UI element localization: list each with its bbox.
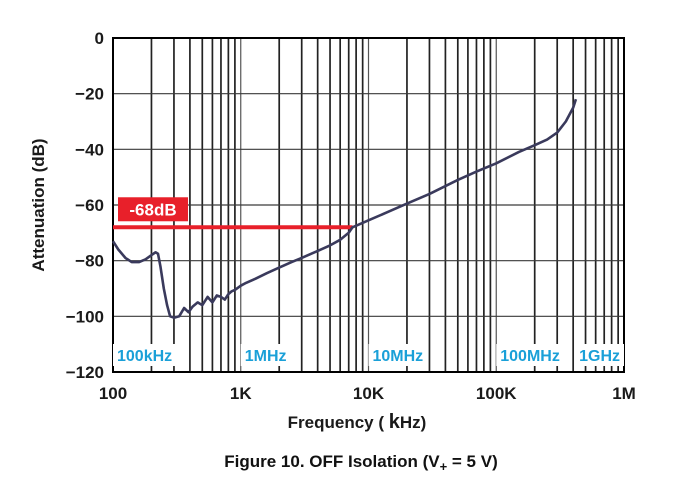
band-label: 1MHz [245, 348, 287, 365]
y-tick-label: −80 [75, 252, 104, 271]
band-label-group: 100kHz 1MHz 10MHz 100MHz 1GHz [113, 344, 624, 366]
grid-lines [113, 38, 624, 372]
band-label-bg [240, 344, 291, 366]
x-axis-title-main: Frequency ( [288, 413, 389, 432]
x-axis-title: Frequency ( kHz) [288, 411, 427, 433]
x-tick-label: 100 [99, 384, 127, 403]
band-label-bg [368, 344, 428, 366]
x-axis-title-rest: Hz) [400, 413, 426, 432]
series-group [111, 98, 578, 320]
x-tick-labels: 100 1K 10K 100K 1M [99, 384, 636, 403]
x-tick-label: 10K [353, 384, 385, 403]
band-label: 1GHz [579, 348, 620, 365]
y-tick-label: −20 [75, 85, 104, 104]
y-axis-title: Attenuation (dB) [29, 138, 48, 271]
figure-caption: Figure 10. OFF Isolation (V+ = 5 V) [224, 452, 498, 474]
series-line [111, 98, 578, 320]
y-tick-label: −100 [66, 307, 104, 326]
y-tick-label: −60 [75, 196, 104, 215]
x-tick-label: 1K [230, 384, 252, 403]
band-label: 100kHz [117, 348, 172, 365]
caption-prefix: Figure 10. OFF Isolation (V [224, 452, 440, 471]
reference-label: -68dB [129, 200, 176, 219]
reference-line-group: -68dB [113, 197, 353, 230]
y-tick-label: 0 [95, 29, 104, 48]
caption-suffix: = 5 V) [447, 452, 498, 471]
y-tick-label: −40 [75, 140, 104, 159]
x-axis-title-k: k [389, 411, 401, 433]
reference-label-bg [118, 197, 188, 222]
caption-subscript: + [440, 459, 448, 474]
y-tick-labels: 0 −20 −40 −60 −80 −100 −120 [66, 29, 104, 382]
band-label-bg [575, 344, 624, 366]
band-label: 10MHz [373, 348, 424, 365]
x-tick-label: 1M [612, 384, 636, 403]
band-label: 100MHz [500, 348, 560, 365]
plot-frame [112, 37, 625, 373]
band-label-bg [496, 344, 564, 366]
y-tick-label: −120 [66, 363, 104, 382]
band-label-bg [113, 344, 177, 366]
x-tick-label: 100K [476, 384, 517, 403]
